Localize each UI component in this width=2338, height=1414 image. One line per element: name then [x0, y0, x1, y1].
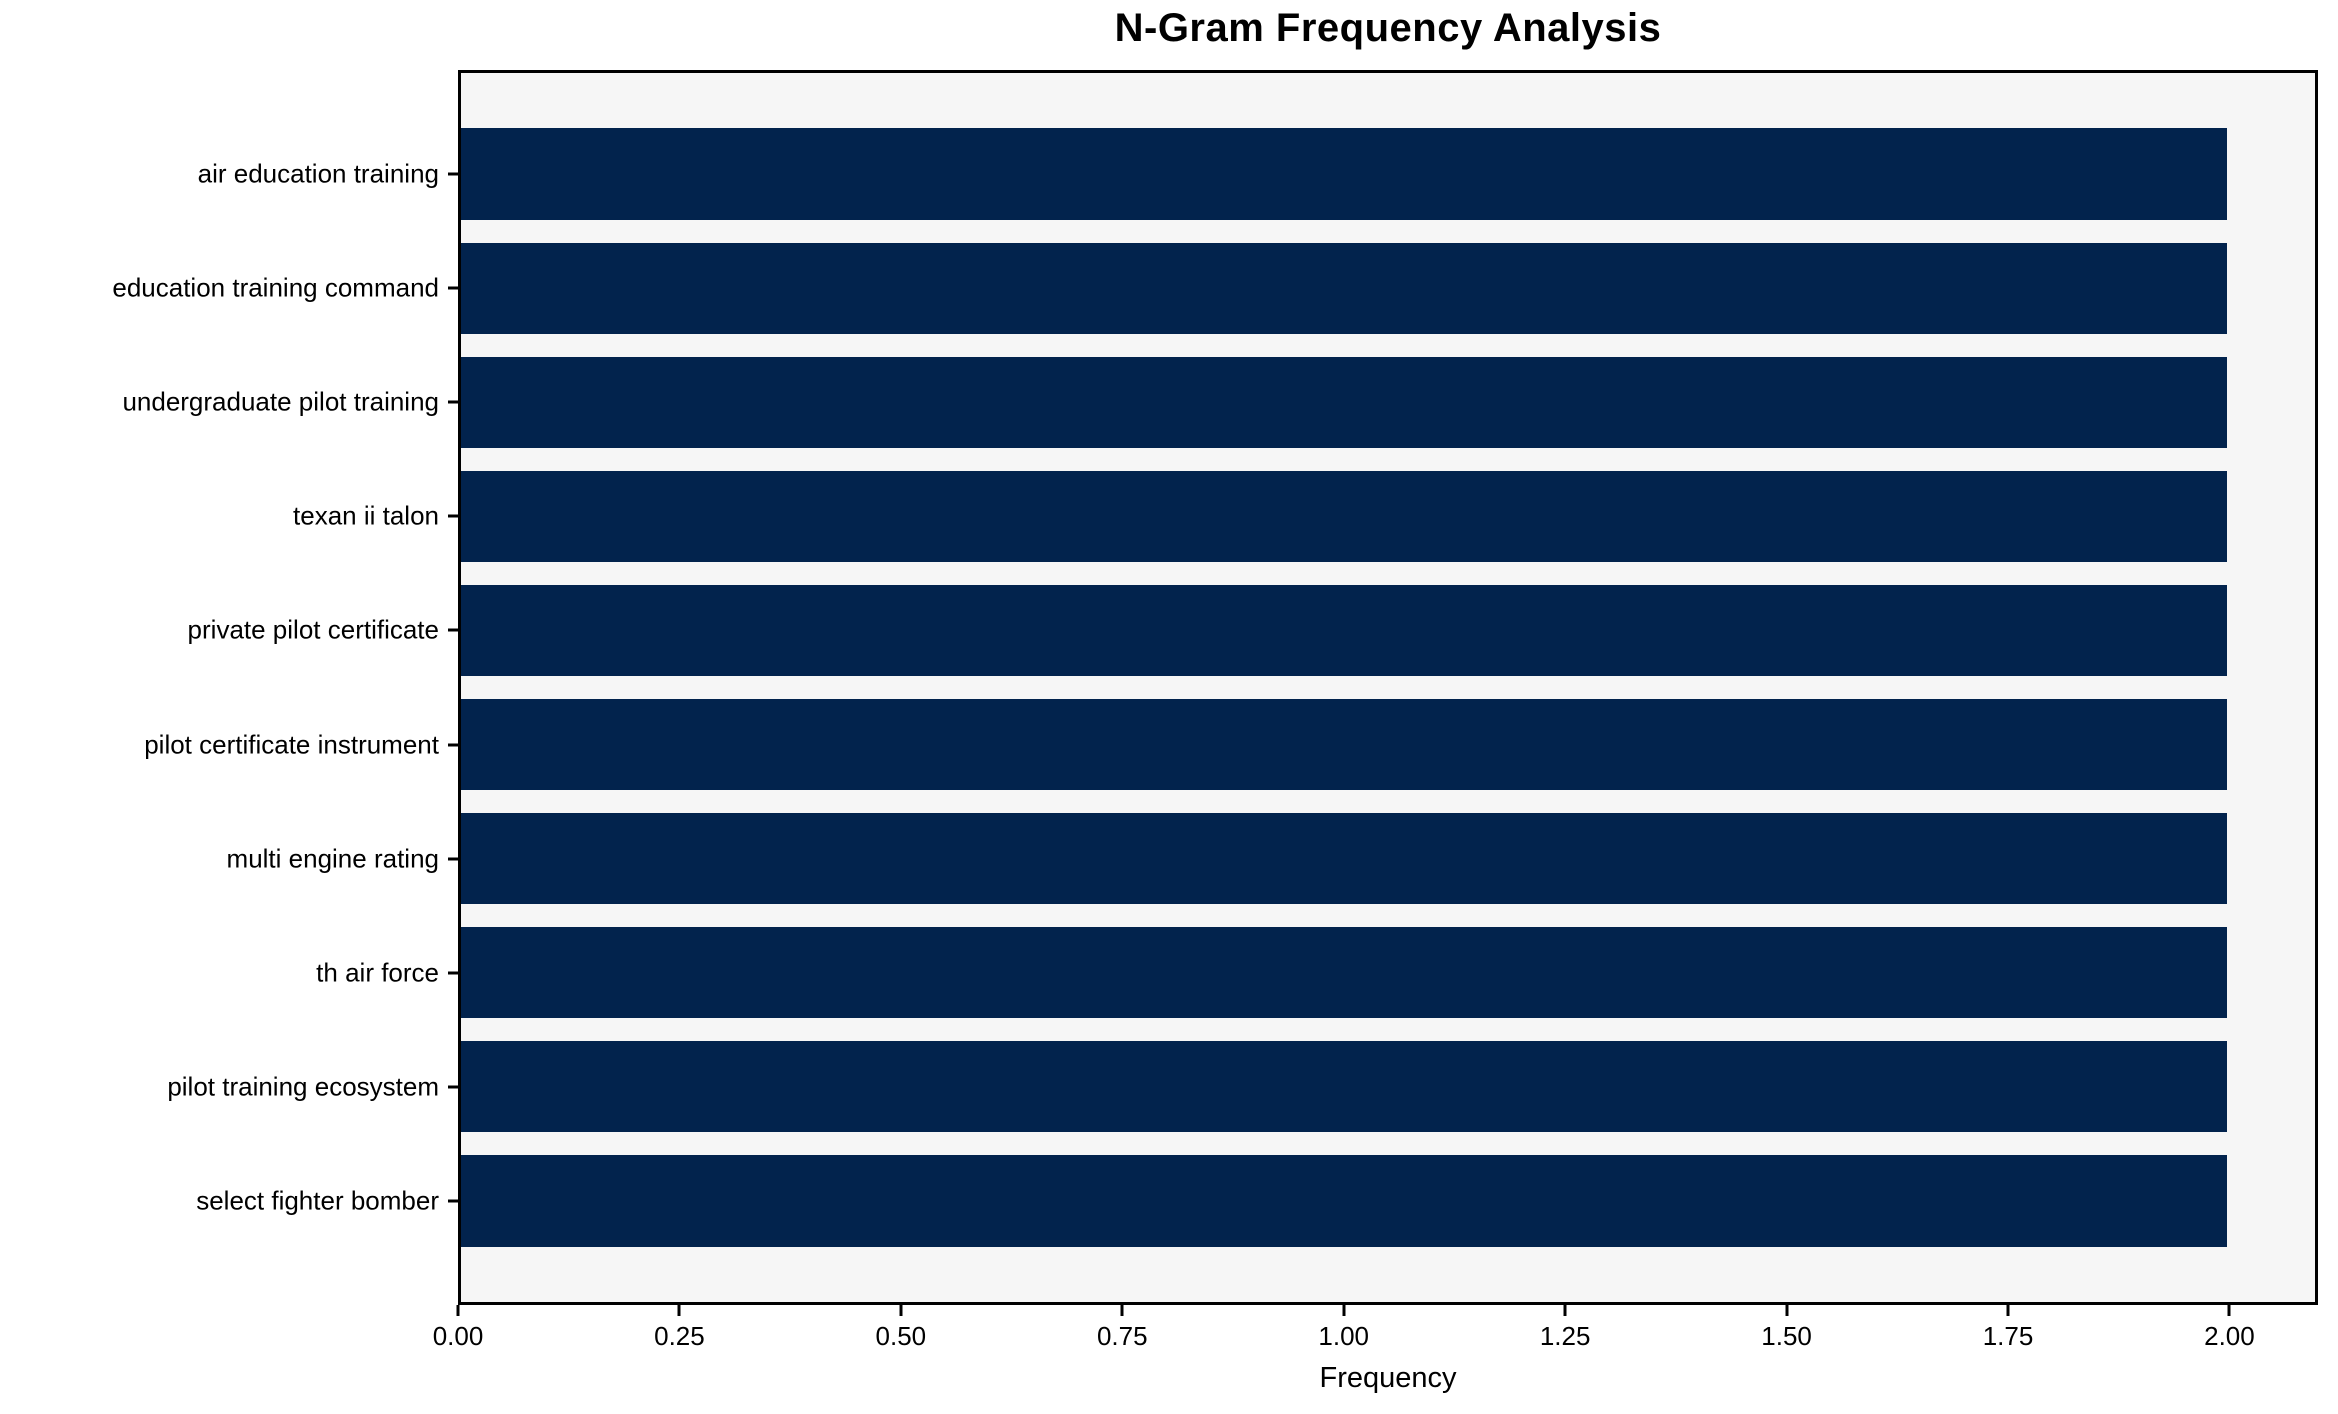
y-tick-mark: [448, 1085, 459, 1089]
x-tick-label: 2.00: [2204, 1321, 2255, 1351]
x-tick-label: 1.75: [1982, 1321, 2034, 1351]
x-tick-label: 0.00: [432, 1321, 484, 1351]
bar: [461, 242, 2227, 334]
bar: [461, 698, 2227, 791]
bar: [461, 1155, 2227, 1247]
bar-row: select fighter bomber: [196, 1144, 2315, 1258]
bar-rows: air education training education training…: [112, 73, 2315, 1302]
y-tick-mark: [448, 971, 459, 975]
x-tick-mark: [2227, 1305, 2231, 1316]
y-tick-label: education training command: [112, 272, 439, 303]
x-tick-label: 0.75: [1096, 1321, 1148, 1351]
x-tick-label: 0.25: [654, 1321, 705, 1351]
bar-row: texan ii talon: [293, 459, 2315, 573]
y-tick-mark: [448, 400, 459, 404]
y-tick-label: multi engine rating: [226, 843, 439, 874]
chart-title: N-Gram Frequency Analysis: [1114, 6, 1662, 50]
x-tick-mark: [677, 1305, 681, 1316]
plot-area: air education training education training…: [112, 70, 2318, 1305]
bar: [461, 927, 2227, 1019]
x-tick-label: 1.50: [1761, 1321, 1812, 1351]
bar: [461, 584, 2227, 677]
x-axis-ticks: 0.00 0.25 0.50 0.75 1.00 1.25 1.50 1.75 2.00: [433, 1305, 2318, 1365]
bar-row: air education training: [198, 117, 2315, 231]
x-tick-mark: [899, 1305, 903, 1316]
y-tick-label: private pilot certificate: [187, 614, 439, 645]
bar-row: multi engine rating: [227, 802, 2315, 916]
y-tick-label: undergraduate pilot training: [122, 386, 439, 417]
y-tick-label: texan ii talon: [293, 500, 439, 531]
bar: [461, 356, 2227, 448]
y-tick-mark: [448, 514, 459, 518]
x-tick-mark: [1120, 1305, 1124, 1316]
bar-row: private pilot certificate: [188, 573, 2315, 687]
y-tick-mark: [448, 857, 459, 861]
bar: [461, 812, 2227, 905]
y-tick-label: th air force: [316, 957, 439, 988]
bar: [461, 470, 2227, 562]
bar-row: education training command: [112, 231, 2315, 345]
x-tick-mark: [2006, 1305, 2010, 1316]
x-tick-mark: [1342, 1305, 1346, 1316]
x-tick-mark: [456, 1305, 460, 1316]
x-tick-mark: [1785, 1305, 1789, 1316]
bar: [461, 128, 2227, 220]
bar-row: pilot certificate instrument: [144, 687, 2315, 801]
x-axis-label: Frequency: [1319, 1362, 1457, 1394]
x-tick-label: 0.50: [875, 1321, 927, 1351]
y-tick-label: air education training: [197, 158, 439, 189]
y-tick-label: select fighter bomber: [196, 1185, 439, 1216]
x-tick-mark: [1563, 1305, 1567, 1316]
y-tick-mark: [448, 172, 459, 176]
y-tick-label: pilot training ecosystem: [167, 1071, 439, 1102]
y-tick-mark: [448, 628, 459, 632]
y-tick-label: pilot certificate instrument: [144, 729, 439, 760]
x-tick-label: 1.00: [1318, 1321, 1370, 1351]
bar: [461, 1041, 2227, 1133]
bar-row: pilot training ecosystem: [167, 1030, 2315, 1144]
bar-row: th air force: [316, 916, 2315, 1030]
x-tick-label: 1.25: [1539, 1321, 1591, 1351]
y-tick-mark: [448, 1199, 459, 1203]
bar-row: undergraduate pilot training: [122, 345, 2315, 459]
y-tick-mark: [448, 743, 459, 747]
y-tick-mark: [448, 286, 459, 290]
